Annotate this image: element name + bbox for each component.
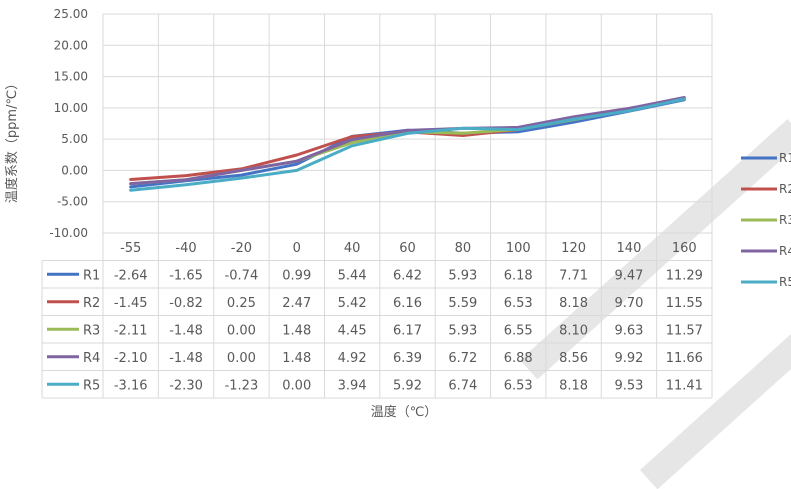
table-cell: 9.92 (614, 351, 643, 366)
series-lines (129, 96, 686, 192)
legend: R1 R2 R3 R4 R5 (741, 151, 791, 289)
table-cell: 6.16 (393, 296, 422, 311)
table-cell: 3.94 (338, 378, 367, 393)
table-cell: 0.99 (282, 268, 311, 283)
table-cell: 1.48 (282, 351, 311, 366)
table-cell: -1.65 (169, 268, 203, 283)
series-line (129, 96, 686, 186)
table-cell: 9.70 (614, 296, 643, 311)
y-tick-label: 10.00 (54, 101, 88, 115)
x-tick-label: 40 (344, 241, 361, 256)
table-cell: -0.74 (225, 268, 259, 283)
table-cell: -2.10 (114, 351, 148, 366)
table-cell: -1.23 (225, 378, 259, 393)
table-cell: 0.00 (282, 378, 311, 393)
series-line (129, 97, 686, 192)
x-axis-label: 温度（℃） (371, 404, 438, 420)
table-cell: 6.17 (393, 323, 422, 338)
y-tick-label: 20.00 (54, 38, 88, 52)
table-cell: 11.66 (666, 351, 703, 366)
y-tick-label: 5.00 (61, 132, 88, 146)
x-tick-label: 120 (561, 241, 586, 256)
table-cell: 11.57 (666, 323, 703, 338)
table-cell: 5.44 (338, 268, 367, 283)
legend-label: R2 (779, 182, 791, 196)
table-cell: 6.55 (504, 323, 533, 338)
table-cell: -3.16 (114, 378, 148, 393)
table-cell: 8.18 (559, 378, 588, 393)
table-series-name: R5 (83, 378, 100, 393)
y-axis-label: 温度系数（ppm/℃） (4, 77, 20, 203)
table-cell: 8.56 (559, 351, 588, 366)
table-cell: 5.92 (393, 378, 422, 393)
table-cell: 9.63 (614, 323, 643, 338)
table-cell: 6.53 (504, 378, 533, 393)
table-cell: 9.53 (614, 378, 643, 393)
table-cell: -2.30 (169, 378, 203, 393)
table-cell: 0.00 (227, 351, 256, 366)
table-series-name: R3 (83, 323, 100, 338)
table-cell: 6.18 (504, 268, 533, 283)
table-cell: -1.45 (114, 296, 148, 311)
y-tick-label: -10.00 (49, 226, 88, 240)
table-cell: 2.47 (282, 296, 311, 311)
table-cell: 11.41 (666, 378, 703, 393)
table-cell: -1.48 (169, 351, 203, 366)
table-cell: 11.29 (666, 268, 703, 283)
y-axis-ticks: 25.00 20.00 15.00 10.00 5.00 0.00 -5.00 -10.00 (49, 7, 88, 240)
x-tick-label: 160 (672, 241, 697, 256)
table-cell: 6.53 (504, 296, 533, 311)
x-tick-label: 80 (455, 241, 472, 256)
table-cell: 1.48 (282, 323, 311, 338)
table-cell: 0.25 (227, 296, 256, 311)
x-tick-label: 140 (617, 241, 642, 256)
y-tick-label: -5.00 (57, 195, 88, 209)
table-cell: -0.82 (169, 296, 203, 311)
table-cell: 4.92 (338, 351, 367, 366)
table-cell: 6.72 (448, 351, 477, 366)
table-series-name: R4 (83, 351, 100, 366)
x-tick-label: 0 (293, 241, 301, 256)
table-cell: 4.45 (338, 323, 367, 338)
table-cell: 5.93 (448, 268, 477, 283)
legend-label: R3 (779, 213, 791, 227)
table-cell: 6.74 (448, 378, 477, 393)
table-cell: 8.10 (559, 323, 588, 338)
table-cell: 8.18 (559, 296, 588, 311)
table-series-name: R1 (83, 268, 100, 283)
table-cell: -1.48 (169, 323, 203, 338)
legend-label: R5 (779, 275, 791, 289)
x-tick-label: -20 (231, 241, 252, 256)
legend-label: R1 (779, 151, 791, 165)
table-series-name: R2 (83, 296, 100, 311)
data-table: -55 -40 -20 0 40 60 80 100 120 140 160 R1 -2.64 -1.65… (47, 241, 703, 393)
legend-label: R4 (779, 244, 791, 258)
table-cell: 5.42 (338, 296, 367, 311)
table-cell: 5.93 (448, 323, 477, 338)
table-cell: 11.55 (666, 296, 703, 311)
table-cell: 7.71 (559, 268, 588, 283)
line-chart: 25.0020.0015.0010.005.000.00-5.00-10.00 … (4, 7, 791, 420)
y-tick-label: 0.00 (61, 163, 88, 177)
y-tick-label: 25.00 (54, 7, 88, 21)
table-cell: 6.42 (393, 268, 422, 283)
x-tick-label: 60 (399, 241, 416, 256)
x-tick-label: -40 (175, 241, 196, 256)
table-cell: 6.88 (504, 351, 533, 366)
x-tick-label: 100 (506, 241, 531, 256)
table-cell: 6.39 (393, 351, 422, 366)
table-cell: 5.59 (448, 296, 477, 311)
grid-lines (41, 13, 713, 399)
table-cell: -2.64 (114, 268, 148, 283)
table-cell: -2.11 (114, 323, 148, 338)
x-tick-label: -55 (120, 241, 141, 256)
table-cell: 9.47 (614, 268, 643, 283)
y-tick-label: 15.00 (54, 70, 88, 84)
table-cell: 0.00 (227, 323, 256, 338)
